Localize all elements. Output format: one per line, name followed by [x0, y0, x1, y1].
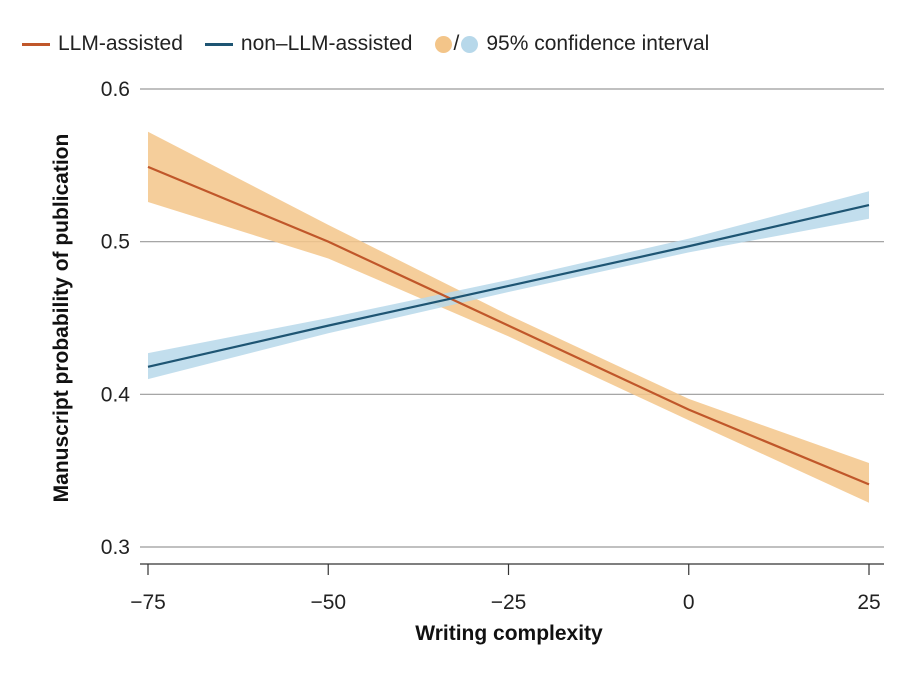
series-line-0 [147, 165, 870, 486]
x-tick-label-2: −25 [491, 591, 527, 614]
x-tick-label-1: −50 [310, 591, 346, 614]
legend-swatch-non-llm-band [461, 35, 479, 53]
x-tick-label-4: 25 [857, 591, 880, 614]
legend-label-llm: LLM-assisted [58, 32, 183, 55]
legend-swatch-non-llm-line [204, 42, 233, 46]
chart-legend: LLM-assisted non–LLM-assisted / 95% conf… [22, 30, 731, 58]
legend-slash: / [453, 32, 460, 55]
x-tick-label-3: 0 [683, 591, 695, 614]
legend-swatch-llm-line [22, 42, 50, 46]
legend-label-non-llm: non–LLM-assisted [240, 32, 413, 55]
legend-swatch-llm-band [434, 35, 452, 53]
legend-label-ci: 95% confidence interval [486, 32, 710, 55]
x-tick-label-0: −75 [130, 591, 166, 614]
y-axis-title: Manuscript probability of publication [50, 134, 73, 503]
x-axis-title: Writing complexity [415, 622, 603, 645]
series-line-1 [147, 203, 870, 368]
legend-item-non-llm: non–LLM-assisted [204, 32, 413, 56]
ci-band-series-0 [148, 131, 869, 503]
y-tick-label-3: 0.6 [101, 78, 130, 101]
y-tick-label-2: 0.5 [101, 231, 130, 254]
y-tick-label-0: 0.3 [101, 536, 130, 559]
legend-item-ci: / 95% confidence interval [434, 32, 710, 56]
legend-item-llm: LLM-assisted [22, 32, 183, 56]
y-tick-label-1: 0.4 [101, 383, 131, 406]
